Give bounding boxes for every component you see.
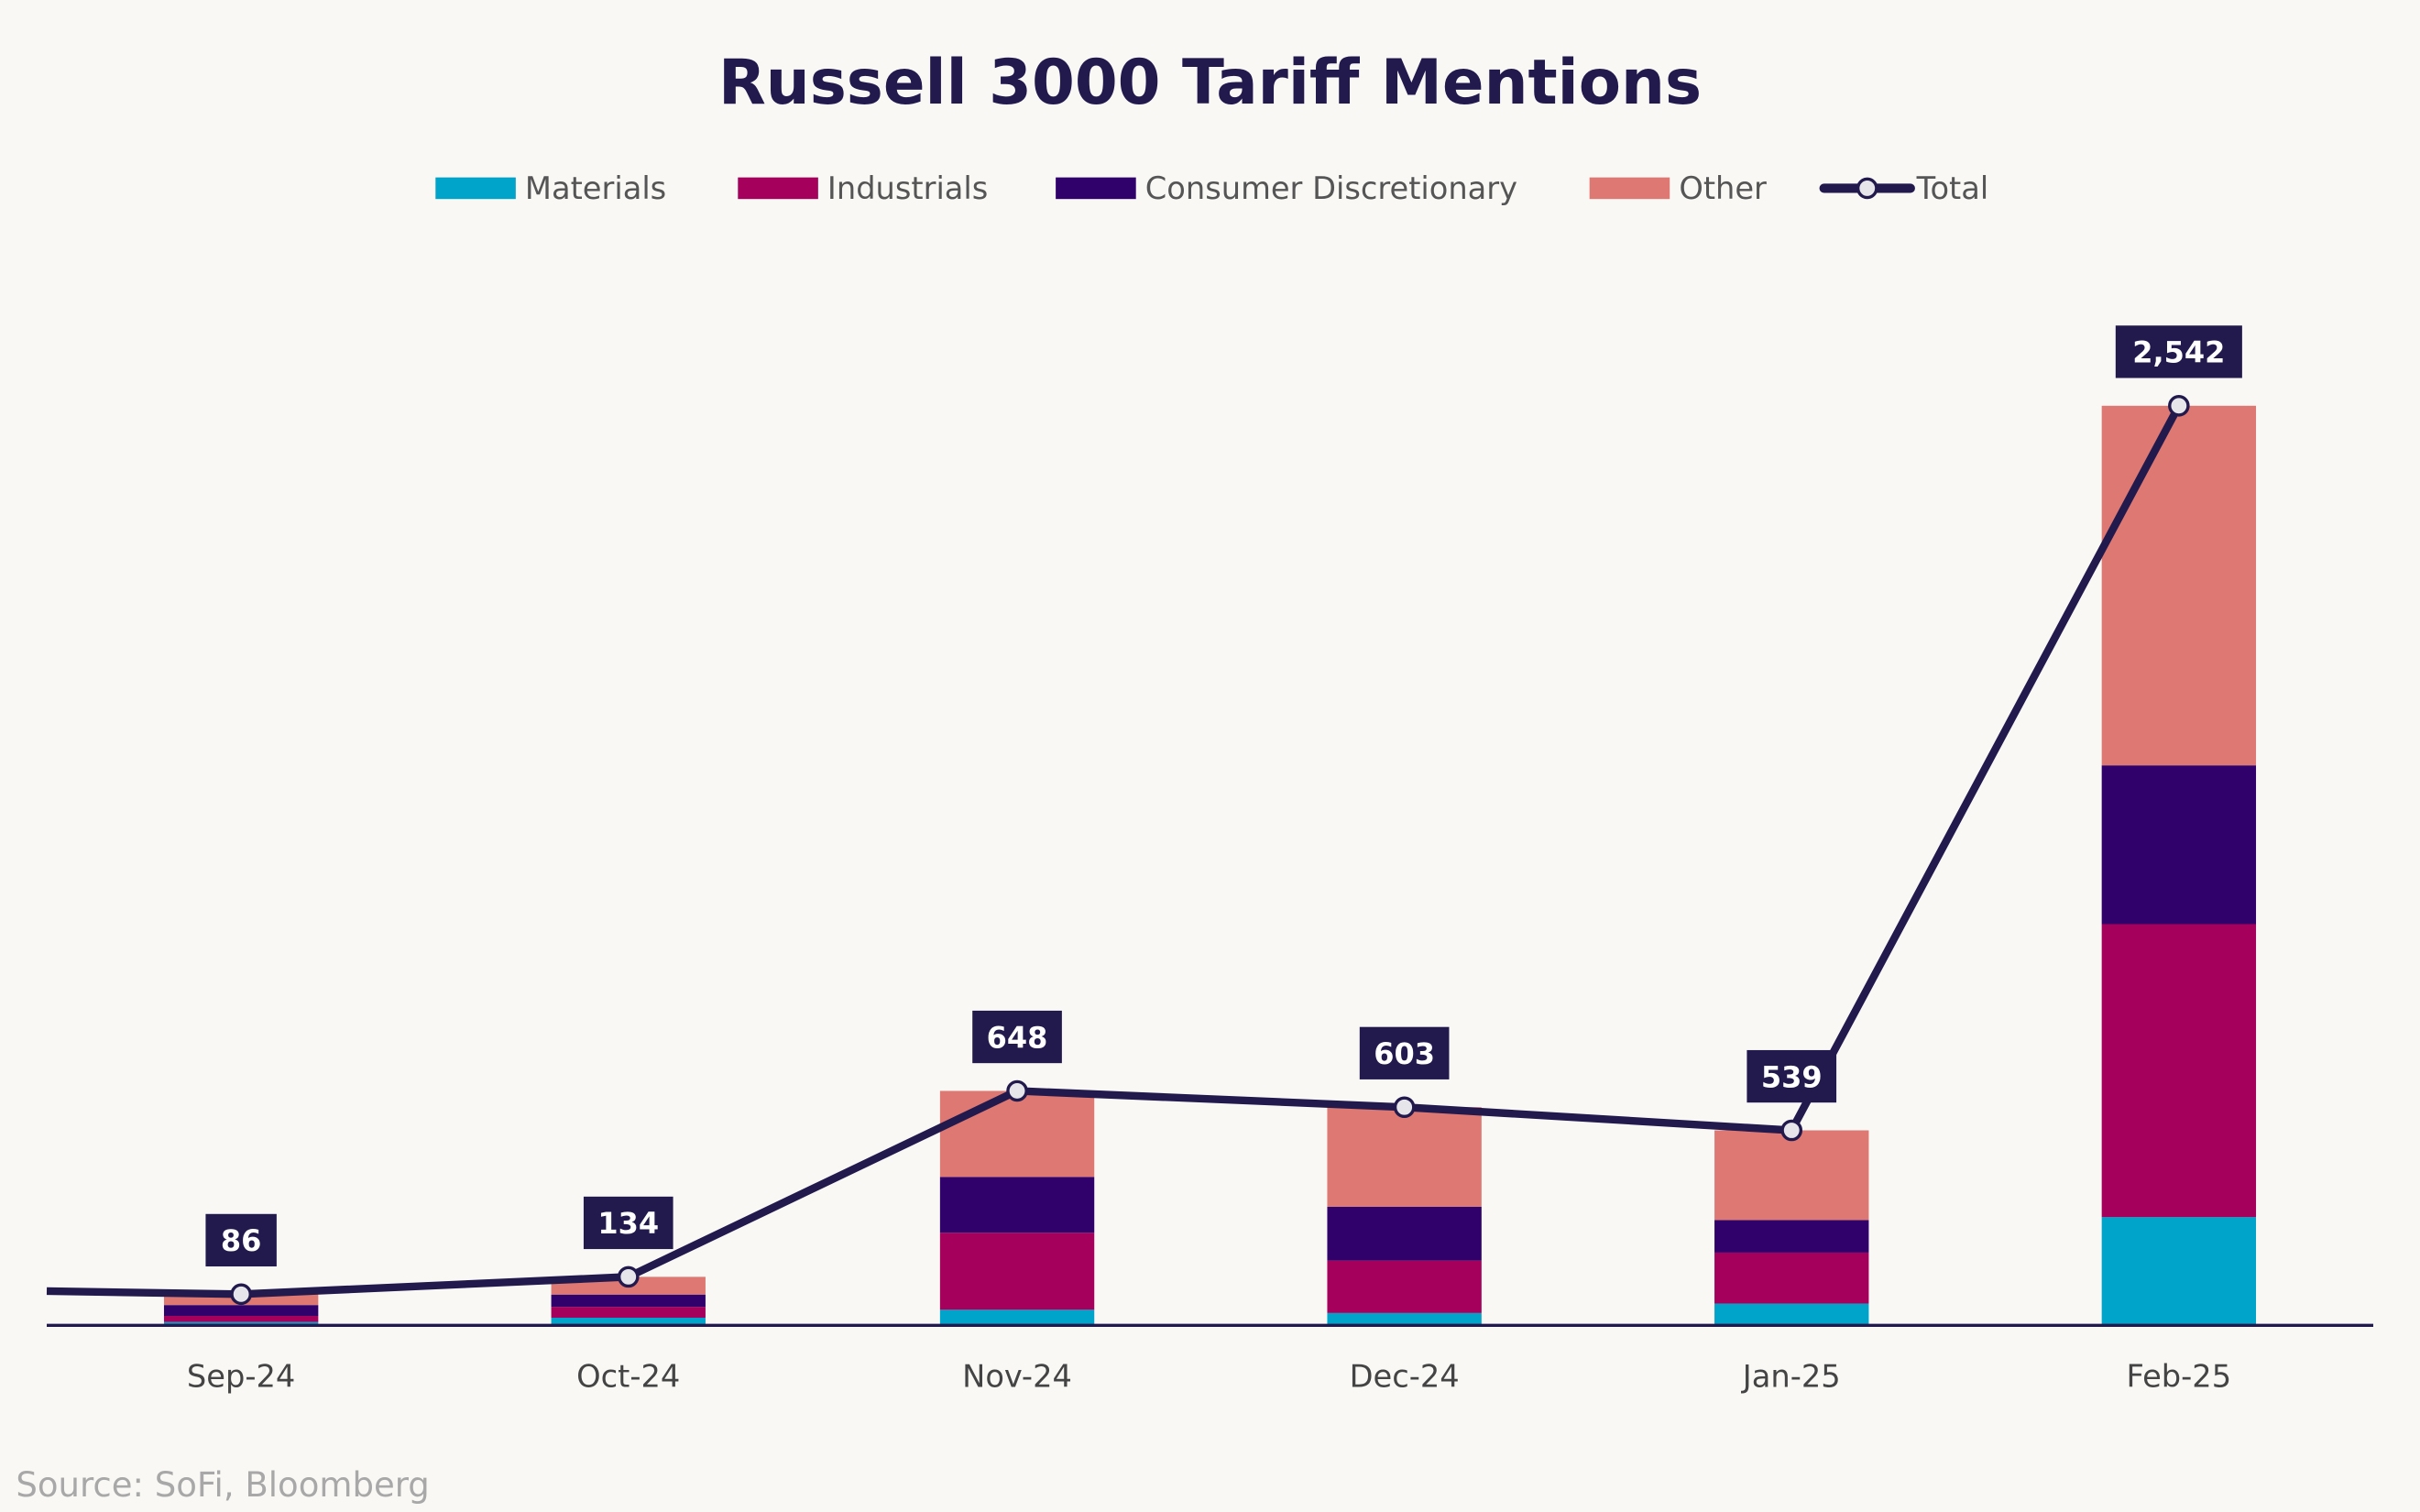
- bar-consumer-discretionary: [551, 1294, 706, 1308]
- bar-other: [1714, 1130, 1869, 1221]
- source-note: Source: SoFi, Bloomberg: [16, 1465, 429, 1505]
- x-tick-label: Feb-25: [2127, 1359, 2232, 1395]
- total-point: [1006, 1079, 1028, 1102]
- bar-materials: [1714, 1303, 1869, 1326]
- bar-industrials: [1327, 1260, 1482, 1313]
- legend-marker: [1856, 177, 1878, 200]
- bar-materials: [1327, 1312, 1482, 1326]
- data-label: 603: [1374, 1036, 1435, 1071]
- legend: Materials Industrials Consumer Discretiona…: [435, 170, 1988, 206]
- x-tick-label: Oct-24: [576, 1359, 680, 1395]
- bar-materials: [2101, 1217, 2257, 1326]
- bar-consumer-discretionary: [1714, 1220, 1869, 1253]
- bar-industrials: [2101, 924, 2257, 1218]
- legend-label: Total: [1916, 170, 1989, 206]
- data-label: 86: [221, 1223, 261, 1258]
- total-point: [230, 1283, 252, 1306]
- legend-label: Other: [1679, 170, 1767, 206]
- bar-materials: [551, 1317, 706, 1326]
- data-label-box: [1359, 1026, 1450, 1079]
- x-tick-label: Sep-24: [187, 1359, 295, 1395]
- bars: [163, 405, 2257, 1326]
- bar-industrials: [939, 1233, 1095, 1310]
- legend-swatch-3: [1589, 177, 1670, 200]
- x-tick-label: Jan-25: [1741, 1359, 1841, 1395]
- bar-industrials: [163, 1316, 319, 1322]
- total-point: [1780, 1119, 1803, 1142]
- data-label: 648: [987, 1020, 1048, 1055]
- bar-materials: [939, 1309, 1095, 1326]
- legend-label: Industrials: [827, 170, 988, 206]
- legend-swatch-0: [435, 177, 516, 200]
- total-point: [2168, 395, 2190, 417]
- data-label-box: [583, 1196, 673, 1250]
- bar-consumer-discretionary: [939, 1177, 1095, 1233]
- bar-industrials: [1714, 1252, 1869, 1304]
- data-label: 2,542: [2132, 335, 2225, 370]
- bar-materials: [163, 1321, 319, 1326]
- x-ticks: Sep-24 Oct-24 Nov-24 Dec-24 Jan-25 Feb-25: [187, 1359, 2231, 1395]
- bar-other: [2101, 405, 2257, 766]
- chart-title: Russell 3000 Tariff Mentions: [718, 46, 1702, 118]
- bar-consumer-discretionary: [2101, 765, 2257, 925]
- bar-consumer-discretionary: [1327, 1206, 1482, 1261]
- total-point: [1393, 1096, 1416, 1119]
- legend-swatch-2: [1056, 177, 1136, 200]
- bar-other: [1327, 1107, 1482, 1207]
- total-point: [617, 1265, 640, 1288]
- legend-label: Materials: [525, 170, 666, 206]
- data-label-box: [972, 1010, 1062, 1064]
- data-label-box: [2115, 325, 2242, 378]
- data-label: 134: [597, 1206, 659, 1241]
- bar-industrials: [551, 1307, 706, 1318]
- x-tick-label: Dec-24: [1350, 1359, 1460, 1395]
- total-line: 86 134 648 603 539 2,542: [46, 325, 2242, 1306]
- bar-consumer-discretionary: [163, 1305, 319, 1317]
- data-label-box: [205, 1213, 277, 1267]
- data-label: 539: [1761, 1059, 1823, 1094]
- legend-label: Consumer Discretionary: [1145, 170, 1517, 206]
- x-tick-label: Nov-24: [962, 1359, 1072, 1395]
- bar-other: [939, 1090, 1095, 1178]
- legend-swatch-1: [738, 177, 818, 200]
- data-label-box: [1747, 1049, 1837, 1103]
